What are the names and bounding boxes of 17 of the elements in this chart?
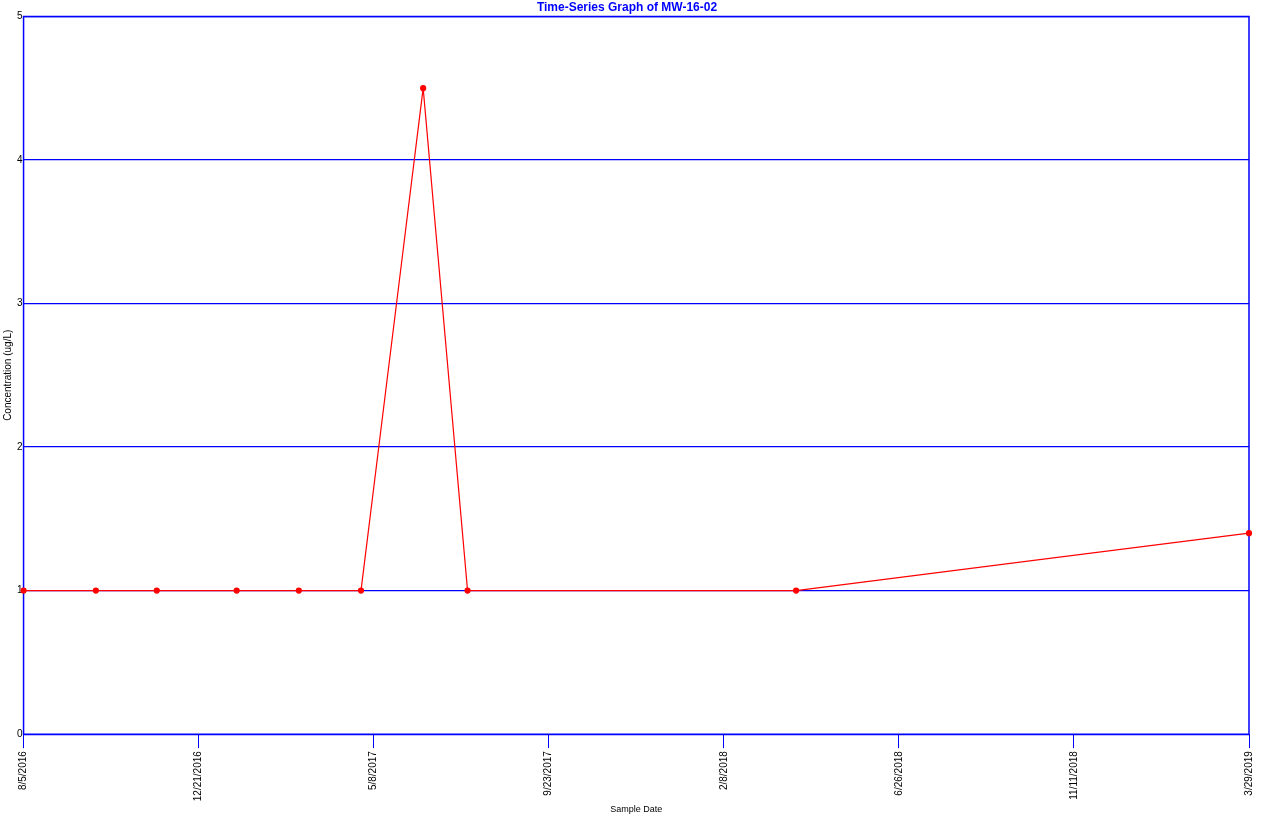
y-axis-title: Concentration (ug/L) bbox=[1, 329, 13, 421]
x-tick-label: 3/29/2019 bbox=[1242, 750, 1254, 796]
y-tick-label: 4 bbox=[17, 153, 23, 165]
x-tick-label: 11/11/2018 bbox=[1067, 750, 1079, 800]
x-tick-label: 8/5/2016 bbox=[17, 750, 29, 791]
y-tick-label: 3 bbox=[17, 297, 23, 309]
chart-title: Time-Series Graph of MW-16-02 bbox=[536, 0, 718, 14]
x-tick-label: 9/23/2017 bbox=[542, 750, 554, 796]
y-tick-label: 5 bbox=[17, 10, 23, 22]
x-tick-label: 5/8/2017 bbox=[367, 750, 379, 791]
x-axis-title: Sample Date bbox=[610, 804, 663, 815]
y-tick-label: 1 bbox=[17, 584, 23, 596]
x-tick-label: 2/8/2018 bbox=[717, 750, 729, 791]
y-tick-label: 0 bbox=[17, 727, 23, 739]
x-tick-label: 6/26/2018 bbox=[892, 750, 904, 796]
y-tick-label: 2 bbox=[17, 440, 23, 452]
x-tick-label: 12/21/2016 bbox=[192, 750, 204, 802]
